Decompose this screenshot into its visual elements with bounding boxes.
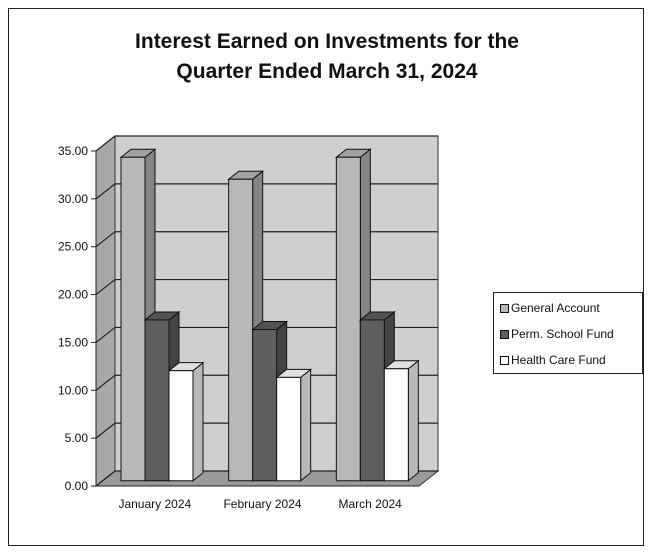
gridline-side <box>95 183 116 200</box>
y-tick-label: 15.00 <box>58 335 88 349</box>
x-tick-label: February 2024 <box>223 497 301 511</box>
gridline-side <box>95 279 116 296</box>
chart-title-line-1: Interest Earned on Investments for the <box>135 30 519 53</box>
chart-title-line-2: Quarter Ended March 31, 2024 <box>176 60 478 83</box>
gridline-side <box>95 135 116 152</box>
bar-general-account-february-2024 <box>228 178 254 482</box>
bar-perm-school-fund-march-2024 <box>359 319 385 482</box>
bar-health-care-fund-january-2024-side <box>192 361 204 482</box>
y-tick-label: 0.00 <box>65 479 89 493</box>
chart-legend: General Account Perm. School Fund Health… <box>493 292 643 374</box>
x-tick-label: January 2024 <box>118 497 191 511</box>
gridline-side <box>95 470 116 487</box>
bar-health-care-fund-march-2024-side <box>407 359 419 482</box>
legend-label-health-care-fund: Health Care Fund <box>511 353 606 367</box>
gridline-side <box>95 374 116 391</box>
legend-swatch-health-care-fund <box>500 355 509 365</box>
chart-plot-area: 0.00 5.00 10.00 15.00 20.00 25.00 30.00 35.00 Ja… <box>58 134 440 511</box>
x-tick-label: March 2024 <box>338 497 402 511</box>
legend-swatch-general-account <box>500 303 509 313</box>
y-tick-label: 10.00 <box>58 383 88 397</box>
bar-health-care-fund-february-2024-side <box>300 368 312 482</box>
legend-label-general-account: General Account <box>511 301 600 315</box>
legend-item-general-account: General Account <box>500 301 600 315</box>
bar-health-care-fund-march-2024 <box>383 368 409 482</box>
y-tick-label: 20.00 <box>58 288 88 302</box>
legend-item-health-care-fund: Health Care Fund <box>500 353 606 367</box>
y-tick-label: 5.00 <box>65 431 89 445</box>
y-tick-label: 30.00 <box>58 192 88 206</box>
legend-swatch-perm-school-fund <box>500 329 509 339</box>
legend-label-perm-school-fund: Perm. School Fund <box>511 327 614 341</box>
bar-perm-school-fund-january-2024 <box>144 319 170 482</box>
gridline-side <box>95 326 116 343</box>
chart-frame: Interest Earned on Investments for the Q… <box>8 8 644 546</box>
bar-general-account-march-2024 <box>335 156 361 482</box>
chart-side-wall <box>95 134 116 488</box>
y-tick-label: 35.00 <box>58 144 88 158</box>
bar-health-care-fund-january-2024 <box>168 370 194 482</box>
y-tick-label: 25.00 <box>58 240 88 254</box>
gridline-side <box>95 231 116 248</box>
legend-item-perm-school-fund: Perm. School Fund <box>500 327 614 341</box>
bar-perm-school-fund-february-2024 <box>252 329 278 482</box>
bar-general-account-january-2024 <box>120 156 146 482</box>
chart-title: Interest Earned on Investments for the Q… <box>9 27 645 87</box>
bar-health-care-fund-february-2024 <box>276 376 302 482</box>
gridline-side <box>95 422 116 439</box>
